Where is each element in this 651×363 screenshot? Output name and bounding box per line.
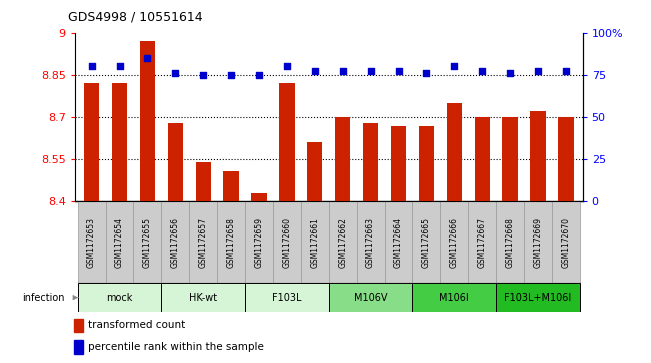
Point (115, 64, 125, 69)
Bar (440, 201, 468, 283)
Point (170, 70, 180, 76)
Bar (475, 117, 490, 201)
Point (282, 64, 292, 69)
Bar (496, 201, 524, 283)
Bar (245, 283, 329, 312)
Point (393, 69, 404, 74)
Text: M106I: M106I (439, 293, 469, 303)
Bar (558, 117, 574, 201)
Bar (77, 201, 105, 283)
Point (198, 72, 208, 78)
Bar (74, 340, 83, 354)
Text: GSM1172660: GSM1172660 (283, 217, 292, 268)
Point (561, 69, 571, 74)
Bar (161, 283, 245, 312)
Point (421, 70, 432, 76)
Point (254, 72, 264, 78)
Bar (251, 193, 267, 201)
Bar (301, 201, 329, 283)
Point (337, 69, 348, 74)
Point (533, 69, 543, 74)
Text: GSM1172655: GSM1172655 (143, 217, 152, 268)
Bar (357, 201, 385, 283)
Text: GSM1172670: GSM1172670 (561, 217, 570, 268)
Text: GSM1172658: GSM1172658 (227, 217, 236, 268)
Text: GSM1172665: GSM1172665 (422, 217, 431, 268)
Bar (496, 283, 580, 312)
Bar (335, 117, 350, 201)
Bar (385, 201, 413, 283)
Text: GSM1172662: GSM1172662 (339, 217, 347, 268)
Text: GSM1172657: GSM1172657 (199, 217, 208, 268)
Point (449, 64, 460, 69)
Bar (133, 201, 161, 283)
Bar (419, 126, 434, 201)
Bar (273, 201, 301, 283)
Bar (74, 319, 83, 332)
Bar (245, 201, 273, 283)
Bar (413, 283, 496, 312)
Bar (447, 103, 462, 201)
Text: mock: mock (106, 293, 133, 303)
Bar (77, 283, 161, 312)
Bar (531, 111, 546, 201)
Text: GSM1172659: GSM1172659 (255, 217, 264, 268)
Text: transformed count: transformed count (88, 321, 186, 330)
Bar (391, 126, 406, 201)
Bar (195, 162, 211, 201)
Bar (168, 123, 183, 201)
Bar (217, 201, 245, 283)
Bar (307, 142, 322, 201)
Point (365, 69, 376, 74)
Bar (329, 283, 413, 312)
Point (142, 55, 152, 61)
Bar (161, 201, 189, 283)
Bar (140, 41, 155, 201)
Bar (363, 123, 378, 201)
Point (87, 64, 97, 69)
Point (226, 72, 236, 78)
Text: GSM1172663: GSM1172663 (366, 217, 375, 268)
Text: GSM1172653: GSM1172653 (87, 217, 96, 268)
Text: HK-wt: HK-wt (189, 293, 217, 303)
Text: GSM1172666: GSM1172666 (450, 217, 459, 268)
Bar (223, 171, 239, 201)
Bar (503, 117, 518, 201)
Text: percentile rank within the sample: percentile rank within the sample (88, 342, 264, 352)
Bar (329, 201, 357, 283)
Text: GSM1172664: GSM1172664 (394, 217, 403, 268)
Text: F103L: F103L (272, 293, 301, 303)
Point (505, 70, 516, 76)
Bar (524, 201, 552, 283)
Bar (552, 201, 580, 283)
Text: GSM1172656: GSM1172656 (171, 217, 180, 268)
Text: M106V: M106V (354, 293, 387, 303)
Bar (189, 201, 217, 283)
Bar (279, 83, 294, 201)
Bar (84, 83, 99, 201)
Text: infection: infection (23, 293, 65, 303)
Point (310, 69, 320, 74)
Text: GSM1172668: GSM1172668 (506, 217, 514, 268)
Text: GDS4998 / 10551614: GDS4998 / 10551614 (68, 11, 203, 24)
Bar (105, 201, 133, 283)
Point (477, 69, 488, 74)
Text: GSM1172661: GSM1172661 (311, 217, 319, 268)
Text: F103L+M106I: F103L+M106I (505, 293, 572, 303)
Text: GSM1172669: GSM1172669 (534, 217, 542, 268)
Text: GSM1172654: GSM1172654 (115, 217, 124, 268)
Bar (112, 83, 127, 201)
Text: GSM1172667: GSM1172667 (478, 217, 487, 268)
Bar (413, 201, 440, 283)
Bar (468, 201, 496, 283)
